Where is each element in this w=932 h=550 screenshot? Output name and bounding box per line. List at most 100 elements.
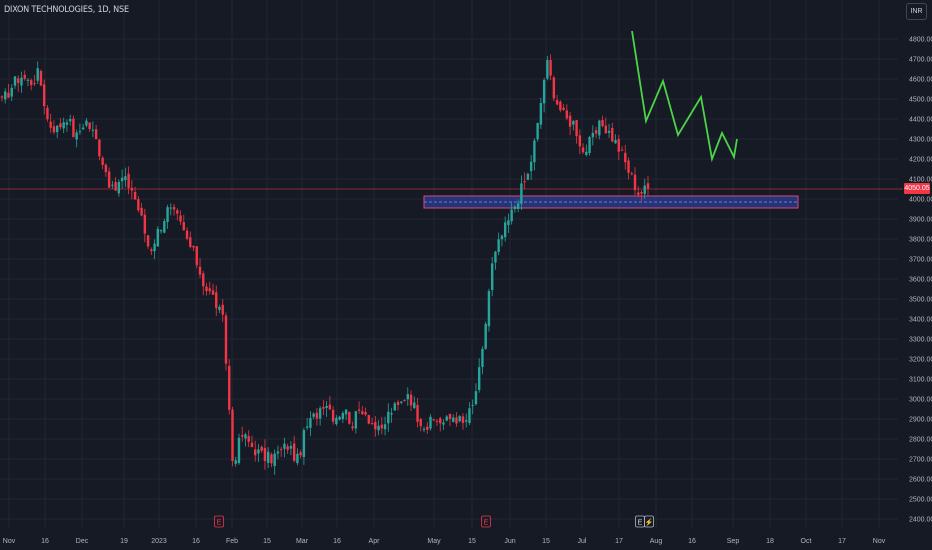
candle[interactable]: [59, 118, 62, 130]
candle[interactable]: [591, 125, 595, 146]
candle[interactable]: [33, 75, 36, 87]
candle[interactable]: [198, 258, 202, 279]
candle[interactable]: [555, 94, 559, 106]
candle[interactable]: [140, 202, 143, 217]
candle[interactable]: [279, 446, 283, 457]
candle[interactable]: [68, 114, 72, 126]
candle[interactable]: [481, 346, 484, 375]
candle[interactable]: [607, 123, 611, 138]
candle[interactable]: [546, 55, 549, 81]
earnings-event-icon[interactable]: E: [481, 515, 491, 528]
candle[interactable]: [601, 115, 604, 128]
candle[interactable]: [370, 417, 374, 425]
candle[interactable]: [413, 396, 416, 410]
candle[interactable]: [244, 432, 247, 447]
candle[interactable]: [150, 247, 153, 256]
candle[interactable]: [409, 390, 413, 411]
candle[interactable]: [406, 387, 409, 407]
candle[interactable]: [640, 190, 643, 202]
earnings-event-icon[interactable]: E: [214, 515, 224, 528]
candle[interactable]: [445, 414, 448, 422]
candle[interactable]: [520, 175, 523, 210]
candle[interactable]: [30, 78, 33, 91]
candle[interactable]: [224, 312, 228, 371]
candle[interactable]: [101, 155, 104, 170]
candle[interactable]: [630, 171, 633, 176]
candle[interactable]: [562, 104, 565, 112]
candle[interactable]: [585, 144, 588, 157]
candle[interactable]: [614, 134, 617, 144]
candle[interactable]: [266, 447, 270, 468]
candle[interactable]: [338, 415, 341, 421]
candle[interactable]: [88, 122, 91, 132]
candle[interactable]: [529, 155, 533, 180]
candle[interactable]: [507, 213, 510, 233]
candle[interactable]: [624, 144, 627, 170]
candle[interactable]: [23, 70, 26, 81]
candle[interactable]: [124, 167, 127, 188]
candle[interactable]: [646, 176, 650, 197]
candle[interactable]: [403, 399, 406, 402]
candle[interactable]: [429, 414, 432, 431]
currency-button[interactable]: INR: [906, 3, 927, 20]
candle[interactable]: [448, 413, 452, 426]
candle[interactable]: [487, 288, 491, 332]
candle[interactable]: [331, 406, 335, 425]
candle[interactable]: [387, 403, 390, 432]
candle[interactable]: [254, 440, 257, 462]
candle[interactable]: [7, 84, 10, 98]
candle[interactable]: [578, 129, 582, 155]
candle[interactable]: [189, 231, 192, 249]
candle[interactable]: [315, 408, 319, 426]
candle[interactable]: [494, 250, 497, 270]
price-axis[interactable]: 2400.00 2500.00 2600.00 2700.00 2800.00 2900.…: [909, 37, 932, 524]
candle[interactable]: [163, 218, 166, 234]
candle[interactable]: [341, 411, 345, 424]
candle[interactable]: [390, 407, 393, 423]
candle[interactable]: [104, 163, 108, 177]
candle[interactable]: [39, 69, 43, 87]
candle[interactable]: [221, 299, 224, 323]
candle[interactable]: [552, 75, 556, 102]
candle[interactable]: [202, 271, 205, 296]
candle[interactable]: [65, 119, 69, 132]
candle[interactable]: [393, 401, 396, 411]
candle[interactable]: [533, 138, 536, 171]
candle[interactable]: [302, 427, 306, 465]
candle[interactable]: [237, 433, 241, 465]
candle[interactable]: [335, 415, 338, 426]
candle[interactable]: [477, 358, 481, 393]
candle[interactable]: [228, 359, 231, 415]
candle[interactable]: [490, 256, 494, 297]
candle[interactable]: [351, 421, 354, 431]
candle[interactable]: [633, 167, 637, 196]
candle[interactable]: [179, 210, 182, 226]
candle[interactable]: [617, 134, 620, 160]
candle[interactable]: [575, 120, 578, 144]
candle[interactable]: [55, 125, 59, 139]
candle[interactable]: [127, 166, 130, 195]
candle[interactable]: [452, 414, 455, 423]
candle[interactable]: [620, 146, 624, 151]
candle[interactable]: [72, 115, 75, 138]
candle[interactable]: [49, 113, 52, 133]
candle[interactable]: [114, 176, 117, 192]
candle[interactable]: [81, 123, 85, 130]
candle[interactable]: [185, 227, 189, 241]
candle[interactable]: [344, 409, 348, 421]
candle[interactable]: [627, 157, 630, 180]
candle[interactable]: [643, 178, 646, 199]
candle[interactable]: [598, 119, 601, 140]
candle[interactable]: [305, 417, 309, 431]
support-zone[interactable]: [423, 195, 799, 209]
candle[interactable]: [62, 117, 65, 134]
candle[interactable]: [513, 204, 517, 213]
candle[interactable]: [367, 414, 371, 425]
candle[interactable]: [357, 401, 361, 415]
candle[interactable]: [536, 122, 539, 142]
candle[interactable]: [130, 180, 134, 200]
candle[interactable]: [322, 399, 325, 416]
time-axis[interactable]: Nov 16 Dec 19 2023 16 Feb 15 Mar 16 Apr May 15 Jun 15 J…: [3, 538, 886, 545]
candle[interactable]: [435, 418, 439, 426]
candle[interactable]: [208, 281, 211, 295]
